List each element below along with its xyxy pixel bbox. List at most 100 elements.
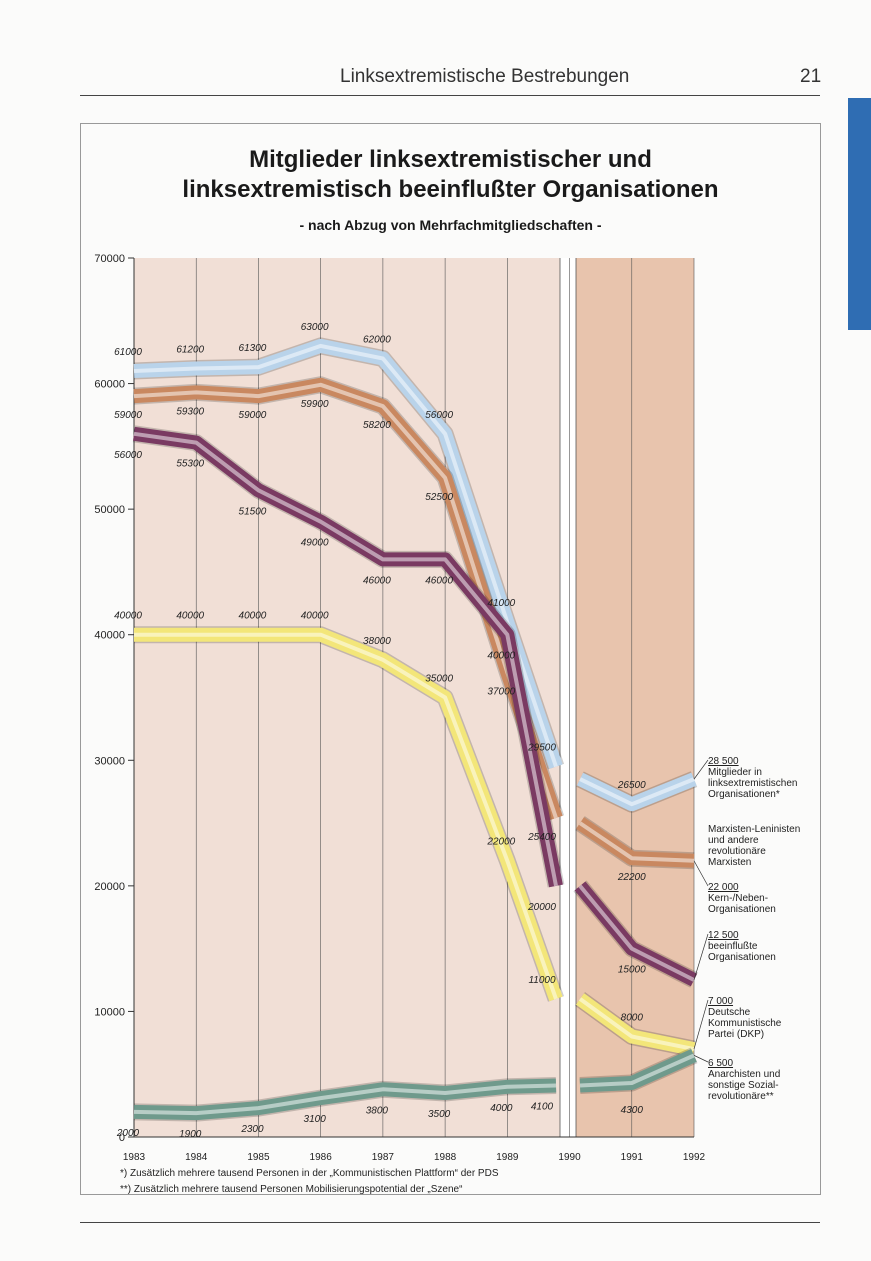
data-label: 63000 (301, 322, 329, 333)
x-tick-label: 1984 (185, 1152, 208, 1163)
data-label: 59900 (301, 399, 329, 410)
series-2-highlight (133, 431, 558, 887)
data-label: 59000 (239, 410, 267, 421)
end-label-line: Marxisten-Leninisten (708, 824, 800, 835)
data-label: 3100 (304, 1114, 327, 1125)
y-tick-label: 0 (119, 1132, 125, 1144)
end-label-line: Partei (DKP) (708, 1029, 764, 1040)
data-label: 56000 (114, 450, 142, 461)
data-label: 61000 (114, 347, 142, 358)
data-label: 40000 (301, 611, 329, 622)
end-label-line: revolutionäre (708, 846, 766, 857)
data-label: 58200 (363, 420, 391, 431)
x-tick-label: 1992 (683, 1152, 706, 1163)
data-label: 15000 (618, 965, 646, 976)
data-label: 40000 (487, 651, 515, 662)
chart-title-line1: Mitglieder linksextremistischer und (249, 146, 652, 173)
data-label: 59300 (176, 406, 204, 417)
footnote-1: *) Zusätzlich mehrere tausend Personen i… (120, 1168, 499, 1179)
x-tick-label: 1987 (372, 1152, 395, 1163)
footnote-2: **) Zusätzlich mehrere tausend Personen … (120, 1184, 463, 1195)
data-label: 61200 (176, 345, 204, 356)
data-label: 40000 (176, 611, 204, 622)
end-label-line: beeinflußte (708, 941, 758, 952)
x-tick-label: 1991 (621, 1152, 644, 1163)
chart-subtitle: - nach Abzug von Mehrfachmitgliedschafte… (299, 217, 602, 233)
data-label: 22000 (486, 837, 515, 848)
x-tick-label: 1983 (123, 1152, 146, 1163)
end-label-line: Anarchisten und (708, 1069, 780, 1080)
y-tick-label: 70000 (94, 253, 125, 265)
end-value: 6 500 (708, 1058, 733, 1069)
end-value: 7 000 (708, 996, 733, 1007)
data-label: 26500 (617, 780, 646, 791)
data-label: 2300 (240, 1124, 264, 1135)
x-tick-label: 1989 (496, 1152, 519, 1163)
end-label-line: Deutsche (708, 1007, 751, 1018)
end-value: 28 500 (708, 756, 739, 767)
page-number: 21 (800, 66, 822, 87)
data-label: 56000 (425, 410, 453, 421)
data-label: 1900 (179, 1129, 202, 1140)
section-tab-marker (848, 98, 871, 330)
end-label-line: sonstige Sozial- (708, 1080, 779, 1091)
header-rule (80, 95, 820, 96)
data-label: 40000 (239, 611, 267, 622)
x-tick-label: 1986 (310, 1152, 333, 1163)
data-label: 62000 (363, 334, 391, 345)
data-label: 20000 (527, 902, 556, 913)
series-0-highlight (579, 777, 695, 807)
data-label: 37000 (487, 686, 515, 697)
series-4-highlight (133, 1083, 557, 1116)
data-label: 35000 (425, 674, 453, 685)
series-1-highlight (578, 821, 695, 863)
data-label: 3500 (428, 1109, 451, 1120)
y-tick-label: 10000 (94, 1006, 125, 1018)
leader-line (693, 933, 709, 981)
data-label: 11000 (528, 975, 556, 986)
series-3-highlight (134, 632, 558, 1000)
data-label: 4100 (531, 1102, 554, 1113)
end-label-line: linksextremistischen (708, 778, 797, 789)
end-value: 12 500 (708, 930, 739, 941)
end-label-line: Organisationen (708, 952, 776, 963)
end-label-line: und andere (708, 835, 759, 846)
data-label: 52500 (425, 492, 453, 503)
plot-background-before-1990 (134, 258, 560, 1137)
data-label: 49000 (301, 538, 329, 549)
data-label: 55300 (176, 459, 204, 470)
leader-line (693, 860, 709, 887)
data-label: 25400 (527, 832, 556, 843)
y-tick-label: 50000 (94, 504, 125, 516)
data-label: 38000 (363, 636, 391, 647)
chart-frame (80, 123, 821, 1195)
data-label: 51500 (239, 506, 267, 517)
x-tick-label: 1990 (558, 1152, 581, 1163)
series-4-highlight (579, 1053, 695, 1088)
y-tick-label: 40000 (94, 630, 125, 642)
data-label: 41000 (487, 598, 515, 609)
data-label: 22200 (617, 872, 646, 883)
data-label: 3800 (366, 1105, 389, 1116)
axis-break-gap (560, 258, 576, 1137)
y-tick-label: 60000 (94, 379, 125, 391)
end-label-line: Kern-/Neben- (708, 893, 768, 904)
end-label-line: Kommunistische (708, 1018, 782, 1029)
leader-line (693, 999, 709, 1050)
end-label-line: Organisationen* (708, 789, 780, 800)
end-label-line: Marxisten (708, 857, 751, 868)
series-2-highlight (578, 884, 695, 982)
data-label: 59000 (114, 410, 142, 421)
data-label: 8000 (621, 1013, 644, 1024)
y-tick-label: 30000 (94, 755, 125, 767)
series-3-highlight (578, 997, 695, 1052)
chart-title-line2: linksextremistisch beeinflußter Organisa… (182, 176, 719, 203)
plot-background-after-1990 (576, 258, 694, 1137)
x-tick-label: 1988 (434, 1152, 457, 1163)
leader-line (693, 1055, 709, 1063)
data-label: 61300 (239, 343, 267, 354)
end-label-line: Mitglieder in (708, 767, 762, 778)
data-label: 40000 (114, 611, 142, 622)
data-label: 46000 (425, 575, 453, 586)
